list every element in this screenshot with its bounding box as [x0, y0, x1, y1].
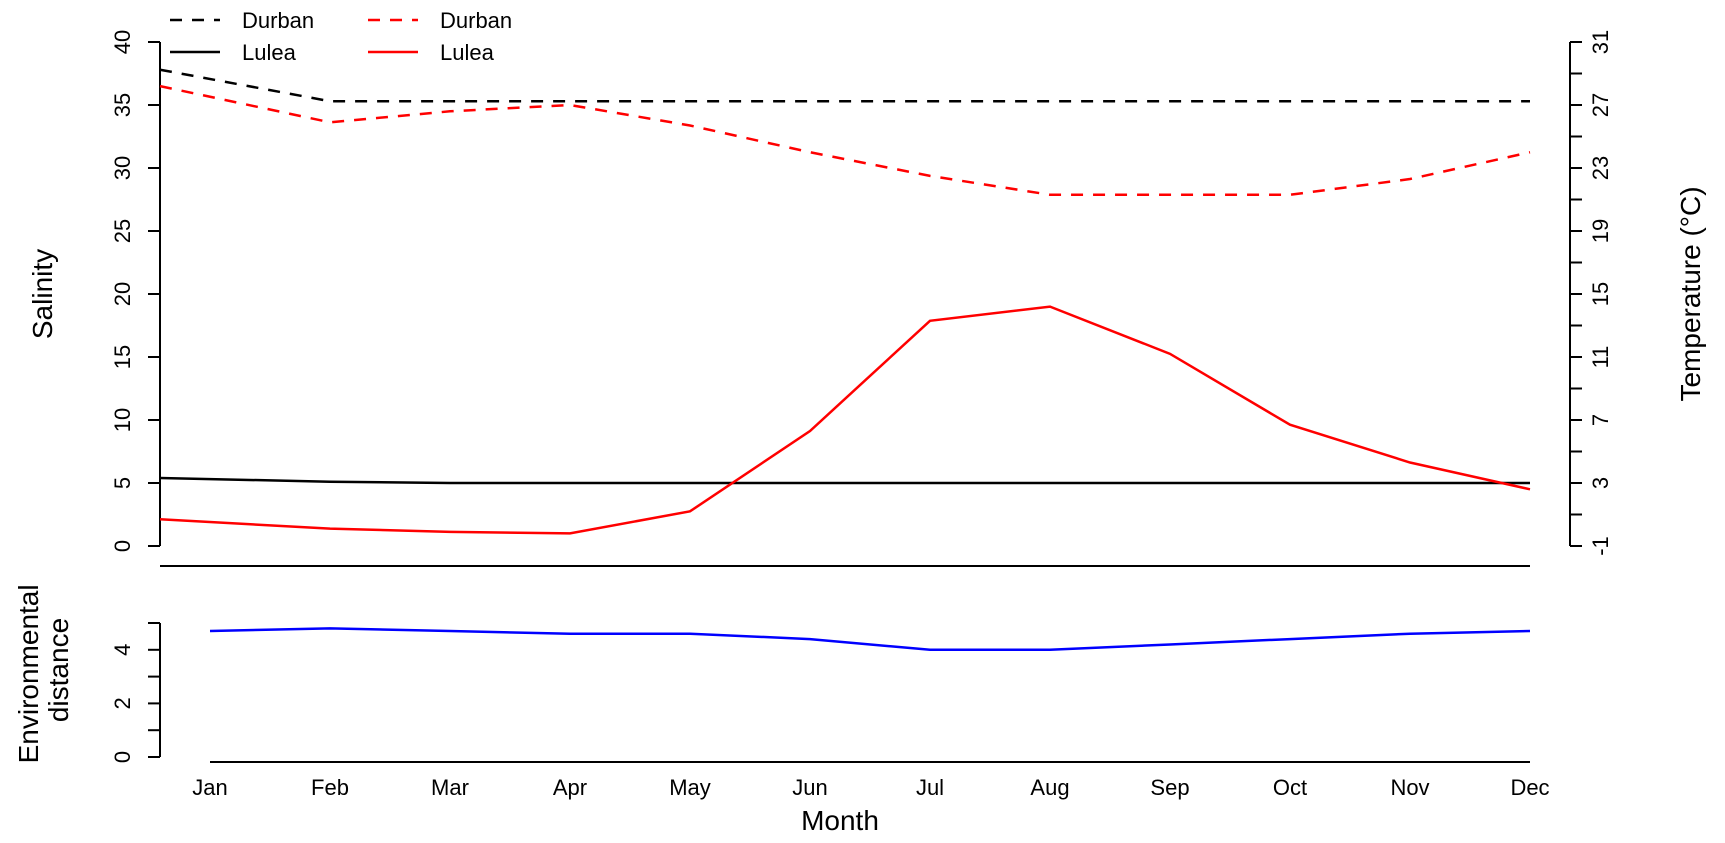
month-tick-label: Jan	[192, 775, 227, 800]
legend-label: Durban	[440, 8, 512, 33]
month-tick-label: Mar	[431, 775, 469, 800]
month-axis-title: Month	[801, 805, 879, 836]
salinity-axis-title: Salinity	[27, 249, 58, 339]
month-tick-label: Aug	[1030, 775, 1069, 800]
temperature-tick-label: 31	[1588, 30, 1613, 54]
distance-axis-title-line-1: Environmental	[13, 584, 44, 763]
salinity-tick-label: 0	[110, 540, 135, 552]
temperature-tick-label: 23	[1588, 156, 1613, 180]
month-tick-label: Jul	[916, 775, 944, 800]
salinity-tick-label: 20	[110, 282, 135, 306]
month-tick-label: Nov	[1390, 775, 1429, 800]
temperature-tick-label: 11	[1588, 346, 1613, 369]
distance-ticks: 0 2 4	[110, 622, 160, 763]
top-panel: 0 5 10 15 20 25 30 35 40 -1 3 7 11 15 19 23 27 31 Salini…	[27, 8, 1706, 567]
temperature-ticks: -1 3 7 11 15 19 23 27 31	[1570, 30, 1613, 556]
lulea-salinity-line	[159, 476, 1530, 485]
legend-label: Durban	[242, 8, 314, 33]
temperature-tick-label: -1	[1588, 536, 1613, 556]
month-tick-label: Dec	[1510, 775, 1549, 800]
salinity-tick-label: 30	[110, 156, 135, 180]
temperature-tick-label: 19	[1588, 219, 1613, 243]
legend-label: Lulea	[242, 40, 297, 65]
month-tick-label: Apr	[553, 775, 587, 800]
month-tick-label: May	[669, 775, 711, 800]
distance-axis-title-line-2: distance	[43, 618, 74, 722]
distance-tick-label: 0	[110, 751, 135, 763]
distance-tick-label: 4	[110, 644, 135, 656]
month-tick-label: Sep	[1150, 775, 1189, 800]
temperature-tick-label: 3	[1588, 477, 1613, 489]
durban-temperature-line	[159, 84, 1531, 197]
bottom-panel: 0 2 4 Jan Feb Mar Apr May Jun Jul Aug Sep Oct Nov Dec…	[13, 577, 1550, 836]
salinity-tick-label: 25	[110, 219, 135, 243]
salinity-tick-label: 35	[110, 93, 135, 117]
month-ticks: Jan Feb Mar Apr May Jun Jul Aug Sep Oct Nov Dec	[192, 775, 1549, 800]
legend: Durban Lulea Durban Lulea	[170, 8, 512, 65]
salinity-tick-label: 40	[110, 30, 135, 54]
distance-axis-title: Environmental distance	[13, 577, 74, 764]
distance-tick-label: 2	[110, 697, 135, 709]
lulea-temperature-line	[159, 305, 1531, 535]
salinity-tick-label: 10	[110, 408, 135, 432]
salinity-ticks: 0 5 10 15 20 25 30 35 40	[110, 30, 160, 552]
salinity-tick-label: 5	[110, 477, 135, 489]
temperature-tick-label: 15	[1588, 282, 1613, 306]
month-tick-label: Feb	[311, 775, 349, 800]
temperature-tick-label: 7	[1588, 414, 1613, 426]
top-series	[159, 68, 1531, 535]
temperature-tick-label: 27	[1588, 93, 1613, 117]
durban-salinity-line	[159, 68, 1530, 103]
month-tick-label: Jun	[792, 775, 827, 800]
salinity-tick-label: 15	[110, 345, 135, 369]
legend-label: Lulea	[440, 40, 495, 65]
month-tick-label: Oct	[1273, 775, 1307, 800]
temperature-axis-title: Temperature (°C)	[1675, 186, 1706, 401]
environmental-distance-line	[209, 627, 1531, 652]
bottom-series	[209, 627, 1531, 652]
